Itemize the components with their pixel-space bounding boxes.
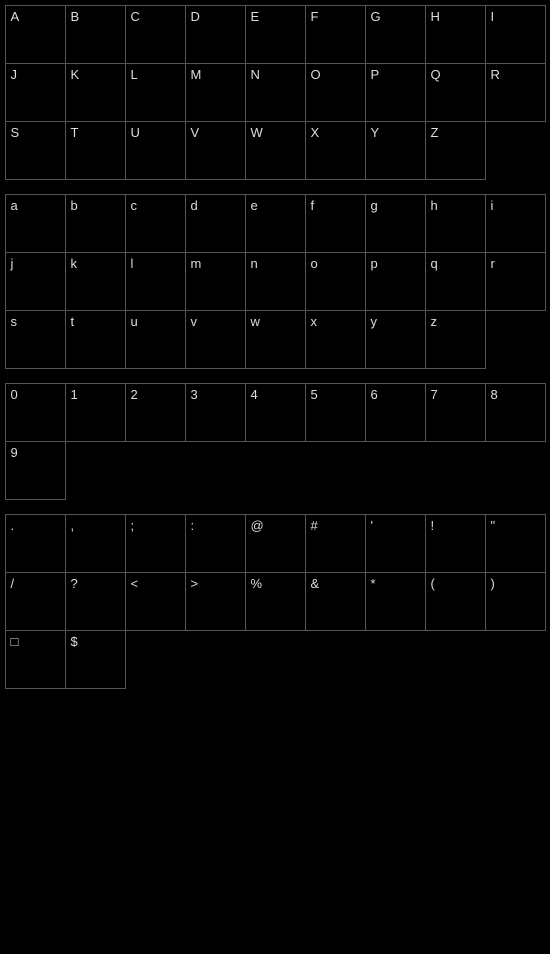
glyph-cell: b (65, 194, 126, 253)
glyph-cell: v (185, 310, 246, 369)
glyph-cell: # (305, 514, 366, 573)
glyph-cell: 9 (5, 441, 66, 500)
glyph-cell: F (305, 5, 366, 64)
glyph-cell: ? (65, 572, 126, 631)
glyph-cell: j (5, 252, 66, 311)
glyph-cell: d (185, 194, 246, 253)
glyph-cell: 2 (125, 383, 186, 442)
glyph-cell: & (305, 572, 366, 631)
glyph-cell: c (125, 194, 186, 253)
glyph-cell: f (305, 194, 366, 253)
lowercase-grid: a b c d e f g h i j k l m n o p q r (5, 194, 545, 310)
glyph-cell: h (425, 194, 486, 253)
glyph-cell: M (185, 63, 246, 122)
glyph-cell: L (125, 63, 186, 122)
glyph-cell: l (125, 252, 186, 311)
glyph-cell: o (305, 252, 366, 311)
glyph-cell: E (245, 5, 306, 64)
glyph-cell: A (5, 5, 66, 64)
glyph-cell: " (485, 514, 546, 573)
glyph-cell: U (125, 121, 186, 180)
glyph-cell: < (125, 572, 186, 631)
glyph-cell: @ (245, 514, 306, 573)
glyph-cell: s (5, 310, 66, 369)
glyph-cell: 5 (305, 383, 366, 442)
glyph-cell: g (365, 194, 426, 253)
glyph-cell: i (485, 194, 546, 253)
glyph-cell: / (5, 572, 66, 631)
glyph-cell: ' (365, 514, 426, 573)
glyph-cell: , (65, 514, 126, 573)
glyph-cell: I (485, 5, 546, 64)
glyph-cell: W (245, 121, 306, 180)
glyph-cell: k (65, 252, 126, 311)
lowercase-section: a b c d e f g h i j k l m n o p q r s t … (5, 194, 545, 368)
glyph-cell: 6 (365, 383, 426, 442)
glyph-cell: p (365, 252, 426, 311)
glyph-cell: n (245, 252, 306, 311)
glyph-cell: V (185, 121, 246, 180)
glyph-cell: x (305, 310, 366, 369)
uppercase-last-row: S T U V W X Y Z (5, 121, 545, 179)
glyph-cell: D (185, 5, 246, 64)
symbols-grid: . , ; : @ # ' ! " / ? < > % & * ( ) (5, 514, 545, 630)
glyph-cell: > (185, 572, 246, 631)
glyph-cell: : (185, 514, 246, 573)
uppercase-grid: A B C D E F G H I J K L M N O P Q R (5, 5, 545, 121)
glyph-cell: m (185, 252, 246, 311)
glyph-cell: ; (125, 514, 186, 573)
symbols-section: . , ; : @ # ' ! " / ? < > % & * ( ) □ $ (5, 514, 545, 688)
glyph-cell: C (125, 5, 186, 64)
glyph-cell: t (65, 310, 126, 369)
glyph-cell: J (5, 63, 66, 122)
digits-grid: 0 1 2 3 4 5 6 7 8 (5, 383, 545, 441)
glyph-cell: 7 (425, 383, 486, 442)
glyph-cell: z (425, 310, 486, 369)
glyph-cell: r (485, 252, 546, 311)
glyph-cell: R (485, 63, 546, 122)
glyph-cell: ) (485, 572, 546, 631)
glyph-cell: H (425, 5, 486, 64)
glyph-cell: 3 (185, 383, 246, 442)
glyph-cell: 4 (245, 383, 306, 442)
digits-last-row: 9 (5, 441, 545, 499)
glyph-cell: $ (65, 630, 126, 689)
glyph-cell: O (305, 63, 366, 122)
glyph-cell: w (245, 310, 306, 369)
glyph-cell: Q (425, 63, 486, 122)
symbols-last-row: □ $ (5, 630, 545, 688)
glyph-cell: □ (5, 630, 66, 689)
lowercase-last-row: s t u v w x y z (5, 310, 545, 368)
glyph-cell: * (365, 572, 426, 631)
glyph-cell: . (5, 514, 66, 573)
glyph-cell: S (5, 121, 66, 180)
glyph-cell: G (365, 5, 426, 64)
glyph-cell: Z (425, 121, 486, 180)
glyph-cell: 0 (5, 383, 66, 442)
glyph-cell: ! (425, 514, 486, 573)
glyph-cell: q (425, 252, 486, 311)
glyph-cell: X (305, 121, 366, 180)
glyph-cell: B (65, 5, 126, 64)
glyph-cell: a (5, 194, 66, 253)
glyph-cell: u (125, 310, 186, 369)
glyph-cell: N (245, 63, 306, 122)
glyph-cell: P (365, 63, 426, 122)
glyph-cell: % (245, 572, 306, 631)
uppercase-section: A B C D E F G H I J K L M N O P Q R S T … (5, 5, 545, 179)
glyph-cell: y (365, 310, 426, 369)
glyph-cell: 8 (485, 383, 546, 442)
glyph-cell: 1 (65, 383, 126, 442)
glyph-cell: K (65, 63, 126, 122)
glyph-cell: ( (425, 572, 486, 631)
digits-section: 0 1 2 3 4 5 6 7 8 9 (5, 383, 545, 499)
glyph-cell: Y (365, 121, 426, 180)
glyph-cell: e (245, 194, 306, 253)
glyph-cell: T (65, 121, 126, 180)
